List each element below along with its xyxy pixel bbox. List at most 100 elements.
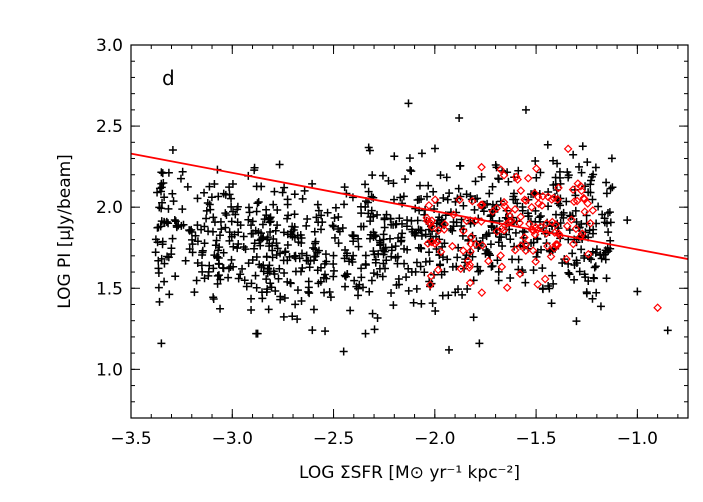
plus-marker [378,272,387,281]
plus-marker [498,241,507,250]
plus-marker [239,243,248,252]
plus-marker [623,216,632,225]
plus-marker [205,182,214,191]
plus-marker [272,239,281,248]
diamond-marker [458,246,468,255]
plus-marker [247,294,256,303]
plus-marker [242,282,251,291]
plus-marker [217,225,226,234]
diamond-marker [456,264,466,274]
plus-marker [363,198,372,207]
plus-marker [227,255,236,264]
diamond-marker [547,195,557,204]
plus-marker [319,273,328,282]
plus-marker [435,213,444,222]
plus-marker [236,221,245,230]
x-tick-label: −2.0 [414,429,455,449]
plus-marker [257,263,266,272]
plus-marker [484,249,493,258]
plus-marker [370,325,379,334]
data-points [151,99,672,356]
plus-marker [381,264,390,273]
plus-marker [361,251,370,260]
plus-marker [554,199,563,208]
plus-marker [513,199,522,208]
plus-marker [157,168,166,177]
diamond-marker [488,207,498,216]
plus-marker [536,212,545,221]
plus-marker [221,209,230,218]
plus-marker [404,99,413,108]
diamond-marker [434,226,443,235]
plus-marker [482,232,491,241]
plus-marker [287,227,296,236]
plus-marker [326,293,335,302]
plus-marker [236,270,245,279]
plus-marker [443,195,452,204]
plus-marker [225,190,234,199]
diamond-marker [433,265,443,275]
plus-marker [168,145,177,154]
plus-marker [354,242,363,251]
plus-marker [200,188,209,197]
axes-frame [130,44,689,419]
plus-marker [376,240,385,249]
plus-marker [511,228,520,237]
plus-marker [592,245,601,254]
plus-marker [588,229,597,238]
plus-marker [596,302,605,311]
plus-marker [495,233,504,242]
plus-marker [283,195,292,204]
plus-marker [588,294,597,303]
plus-marker [537,245,546,254]
plus-marker [380,247,389,256]
diamond-marker [497,262,507,272]
plus-marker [340,183,349,192]
plus-marker [389,179,398,188]
plus-marker [454,285,463,294]
plus-marker [572,259,581,268]
plus-marker [456,161,465,170]
plus-marker [553,159,562,168]
plus-marker [469,313,478,322]
plus-marker [313,200,322,209]
diamond-marker [527,202,536,212]
plus-marker [577,168,586,177]
plus-marker [379,230,388,239]
plus-marker [538,264,547,273]
plus-marker [193,259,202,268]
plus-marker [280,269,289,278]
plus-marker [157,339,166,348]
diamond-marker [554,183,563,193]
diamond-marker [553,195,562,204]
plus-marker [575,223,584,232]
plus-marker [171,272,180,281]
plus-marker [459,201,468,210]
plus-marker [252,207,261,216]
plus-marker [544,187,553,196]
plus-marker [369,232,378,241]
diamond-marker [563,144,573,154]
plus-marker [633,287,642,296]
plus-marker [329,260,338,269]
plus-marker [494,276,503,285]
plus-marker [225,228,234,237]
plus-marker [340,200,349,209]
plus-marker [407,225,416,234]
plus-marker [385,234,394,243]
plus-marker [178,205,187,214]
plus-marker [485,189,494,198]
plus-marker [264,305,273,314]
plus-marker [224,273,233,282]
plus-marker [606,184,615,193]
plus-marker [190,288,199,297]
diamond-marker [426,271,436,281]
plus-marker [329,272,338,281]
diamond-marker [537,201,547,210]
plus-marker [329,251,338,260]
plus-marker [488,182,497,191]
plus-marker [359,222,368,231]
plus-marker [258,220,267,229]
plus-marker [168,234,177,243]
